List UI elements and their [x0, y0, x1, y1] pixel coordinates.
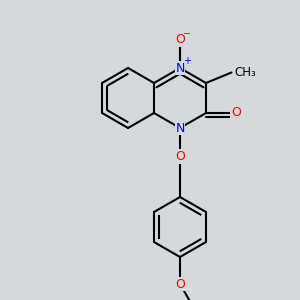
- Text: O: O: [175, 278, 185, 290]
- Text: N: N: [175, 61, 185, 74]
- Text: O: O: [175, 150, 185, 163]
- Text: −: −: [183, 28, 191, 38]
- Text: O: O: [231, 106, 241, 119]
- Text: CH₃: CH₃: [235, 66, 256, 79]
- Text: N: N: [175, 122, 185, 134]
- Text: O: O: [175, 33, 185, 46]
- Text: +: +: [183, 56, 191, 66]
